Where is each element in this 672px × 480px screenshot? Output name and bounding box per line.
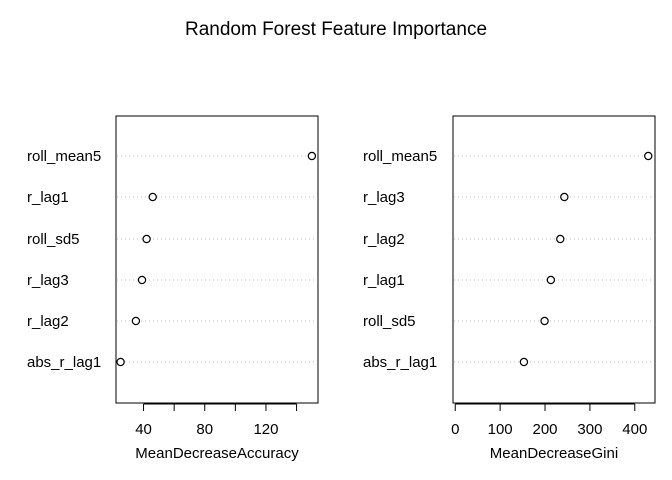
x-axis-label: MeanDecreaseGini [490,445,618,462]
category-label: r_lag3 [363,189,405,206]
x-tick-label: 80 [196,421,213,438]
category-label: r_lag1 [363,272,405,289]
data-point [142,234,151,244]
category-label: r_lag1 [27,189,69,206]
data-point [137,275,147,285]
category-label: r_lag2 [27,313,69,330]
plot-frame [115,115,319,404]
data-point [546,275,556,285]
category-label: roll_mean5 [363,148,437,165]
data-point [560,192,569,202]
category-label: r_lag2 [363,231,405,248]
data-point [556,234,565,244]
category-label: roll_mean5 [27,148,101,165]
data-point [644,151,653,161]
data-point [519,357,529,367]
panel-2: roll_mean5 r_lag3 r_lag2 r_lag1 roll_sd5 abs_… [363,115,656,462]
data-point [307,151,317,161]
data-point [116,357,125,367]
category-label: r_lag3 [27,272,69,289]
x-tick-label: 300 [577,421,602,438]
x-tick-label: 200 [533,421,558,438]
x-tick-label: 40 [135,421,152,438]
category-label: abs_r_lag1 [363,354,437,371]
data-point [148,192,157,202]
x-tick-label: 100 [488,421,513,438]
chart-title: Random Forest Feature Importance [185,19,487,40]
x-tick-label: 0 [451,421,459,438]
x-tick-label: 400 [622,421,647,438]
plot-frame [452,115,656,404]
category-label: roll_sd5 [27,231,80,248]
category-label: roll_sd5 [363,313,416,330]
x-tick-label: 120 [253,421,278,438]
data-point [540,316,549,326]
category-label: abs_r_lag1 [27,354,101,371]
data-point [131,316,141,326]
x-axis-label: MeanDecreaseAccuracy [135,445,299,462]
panel-1: roll_mean5 r_lag1 roll_sd5 r_lag3 r_lag2 abs_… [27,115,319,462]
